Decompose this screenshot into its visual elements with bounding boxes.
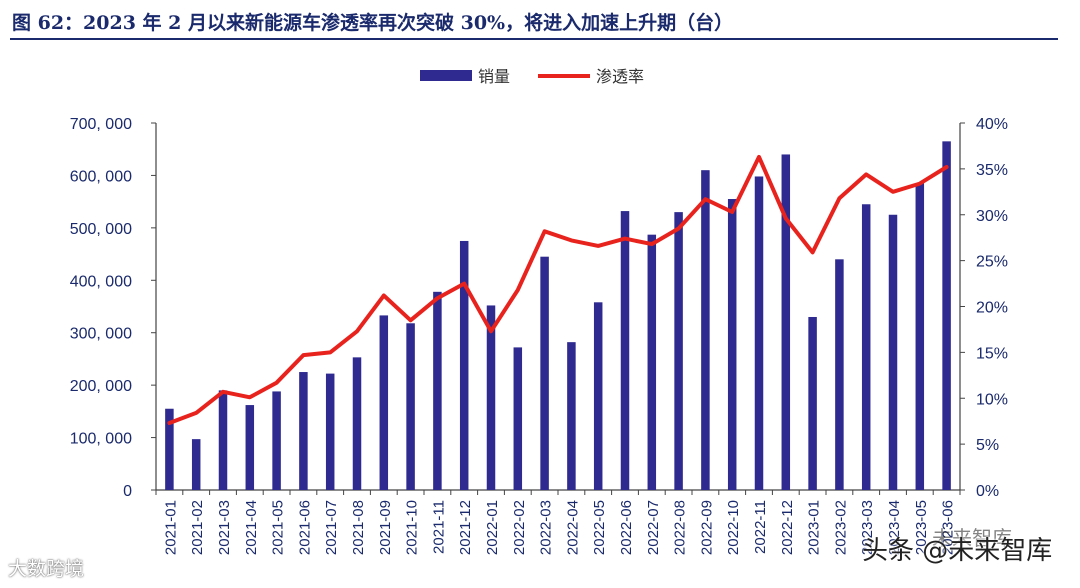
bar-2022-12: [781, 154, 791, 490]
x-tick-label: 2021-05: [270, 500, 287, 555]
bar-2021-08: [352, 357, 362, 490]
x-tick-label: 2023-02: [832, 500, 849, 555]
bar-2023-04: [888, 214, 898, 490]
y-left-tick-label: 200, 000: [70, 378, 132, 395]
x-tick-label: 2022-12: [779, 500, 796, 555]
x-tick-label: 2021-04: [243, 500, 260, 555]
legend-bar-swatch: [420, 70, 472, 81]
x-tick-label: 2023-05: [913, 500, 930, 555]
x-tick-label: 2021-07: [323, 500, 340, 555]
x-tick-label: 2022-02: [511, 500, 528, 555]
bar-2021-09: [379, 315, 389, 490]
x-tick-label: 2021-10: [404, 500, 421, 555]
bar-2023-01: [808, 316, 817, 490]
y-right-tick-label: 35%: [976, 162, 1008, 179]
bar-2023-02: [835, 259, 844, 490]
bar-2022-07: [647, 234, 657, 490]
bar-2021-12: [459, 240, 469, 490]
x-tick-label: 2021-12: [457, 500, 474, 555]
y-right-tick-label: 30%: [976, 208, 1008, 225]
bar-2022-03: [540, 256, 549, 490]
watermark-right: 头条 @未来智库: [862, 530, 1052, 567]
bar-2022-11: [754, 176, 764, 490]
y-left-tick-label: 100, 000: [70, 431, 132, 448]
bar-2022-09: [701, 170, 710, 490]
bar-2022-05: [593, 302, 603, 490]
y-left-tick-label: 300, 000: [70, 326, 132, 343]
y-left-tick-label: 600, 000: [70, 168, 132, 185]
bar-2022-02: [513, 347, 523, 490]
bar-2023-05: [915, 183, 925, 491]
line-series: [167, 154, 949, 425]
x-tick-label: 2022-10: [725, 500, 742, 555]
x-tick-label: 2022-09: [698, 500, 715, 555]
bar-series: [165, 141, 951, 491]
bar-2021-05: [272, 391, 281, 490]
bar-2021-11: [433, 291, 442, 490]
watermark-right-text: 头条 @未来智库: [862, 536, 1053, 566]
x-tick-label: 2023-03: [859, 500, 876, 555]
bar-2022-04: [567, 342, 576, 490]
x-tick-label: 2021-02: [189, 500, 206, 555]
x-tick-label: 2023-06: [940, 500, 957, 555]
x-tick-label: 2021-11: [430, 500, 447, 554]
watermark-faint: 未来智库: [932, 526, 1012, 550]
x-tick-label: 2022-01: [484, 500, 501, 555]
legend-bar-label: 销量: [478, 67, 510, 86]
penetration-line: [167, 154, 949, 425]
watermark-left: 大数跨境: [8, 554, 84, 581]
bar-2023-06: [942, 141, 951, 490]
bar-2022-01: [486, 305, 496, 490]
legend-line-label: 渗透率: [596, 67, 644, 86]
y-right-tick-label: 20%: [976, 300, 1008, 317]
bar-2021-10: [406, 323, 415, 490]
x-tick-label: 2021-06: [296, 500, 313, 555]
bar-2022-06: [620, 211, 630, 490]
axes: 0 100, 000 200, 000 300, 000 400, 000 500, 00…: [70, 116, 1008, 555]
x-tick-label: 2022-04: [564, 500, 581, 555]
bar-2022-08: [674, 212, 683, 490]
title-divider: [10, 38, 1058, 40]
y-right-tick-label: 25%: [976, 254, 1008, 271]
x-tick-label: 2021-03: [216, 500, 233, 555]
bar-2021-03: [218, 390, 228, 490]
x-tick-label: 2021-09: [377, 500, 394, 555]
x-tick-label: 2022-03: [538, 500, 555, 555]
x-tick-label: 2022-05: [591, 500, 608, 555]
y-left-tick-label: 500, 000: [70, 221, 132, 238]
bar-2021-01: [165, 408, 174, 490]
y-right-tick-label: 40%: [976, 116, 1008, 133]
x-tick-label: 2021-01: [162, 500, 179, 555]
bar-2021-07: [325, 373, 335, 490]
x-tick-label: 2023-04: [886, 500, 903, 555]
x-tick-label: 2021-08: [350, 500, 367, 555]
y-right-tick-label: 15%: [976, 345, 1008, 362]
x-tick-label: 2022-07: [645, 500, 662, 555]
y-right-tick-label: 10%: [976, 391, 1008, 408]
y-left-tick-label: 0: [123, 483, 132, 500]
x-tick-label: 2023-01: [806, 500, 823, 555]
y-left-tick-label: 700, 000: [70, 116, 132, 133]
bar-2021-06: [299, 372, 308, 490]
bar-2022-10: [727, 199, 737, 490]
x-tick-label: 2022-08: [672, 500, 689, 555]
bar-2023-03: [861, 204, 871, 490]
chart-title: 图 62：2023 年 2 月以来新能源车渗透率再次突破 30%，将进入加速上升…: [12, 12, 734, 34]
y-right-tick-label: 0%: [976, 483, 999, 500]
legend: 销量 渗透率: [420, 67, 644, 86]
x-tick-label: 2022-06: [618, 500, 635, 555]
bar-2021-02: [191, 439, 201, 490]
x-tick-label: 2022-11: [752, 500, 769, 554]
y-right-tick-label: 5%: [976, 437, 999, 454]
bar-2021-04: [245, 405, 255, 490]
watermark-left-text: 大数跨境: [8, 558, 85, 580]
y-left-tick-label: 400, 000: [70, 273, 132, 290]
